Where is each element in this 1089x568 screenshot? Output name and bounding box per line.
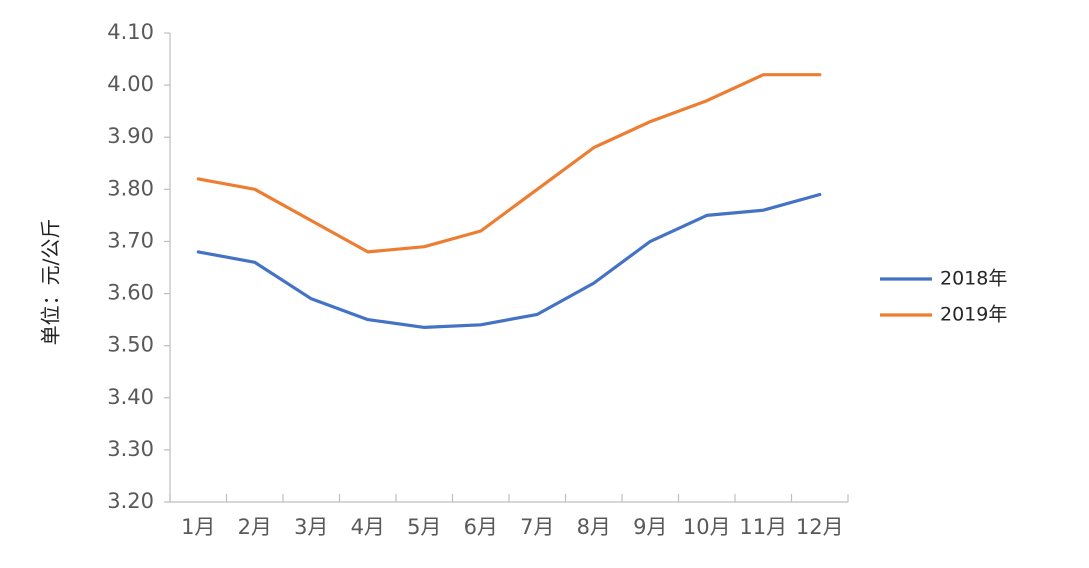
x-axis: 1月 2月 3月 4月 5月 6月 7月 8月 9月 10月 11月 12月: [169, 494, 849, 539]
x-tick-label: 12月: [796, 515, 844, 539]
y-tick-label: 3.60: [107, 281, 154, 305]
series-line-2018年: [196, 192, 822, 329]
legend-label: 2019年: [940, 304, 1007, 326]
x-tick-label: 11月: [739, 515, 787, 539]
y-tick-label: 3.90: [107, 124, 154, 148]
y-axis: 3.20 3.30 3.40 3.50 3.60 3.70 3.80 3.90 4.00 4.10: [107, 20, 171, 513]
y-tick-label: 3.70: [107, 228, 154, 252]
y-tick-label: 3.40: [107, 385, 154, 409]
x-tick-label: 9月: [633, 515, 667, 539]
x-tick-label: 1月: [181, 515, 215, 539]
x-tick-label: 2月: [238, 515, 272, 539]
y-tick-label: 4.10: [107, 20, 154, 44]
y-tick-label: 3.80: [107, 176, 154, 200]
x-tick-label: 3月: [294, 515, 328, 539]
y-tick-label: 3.30: [107, 437, 154, 461]
y-tick-label: 4.00: [107, 72, 154, 96]
x-tick-label: 8月: [577, 515, 611, 539]
x-tick-label: 7月: [520, 515, 554, 539]
y-tick-label: 3.50: [107, 333, 154, 357]
legend: 2018年 2019年: [880, 268, 1007, 326]
y-axis-title: 单位：元/公斤: [39, 219, 63, 346]
series-lines: [196, 73, 822, 329]
y-tick-label: 3.20: [107, 489, 154, 513]
x-tick-label: 10月: [683, 515, 731, 539]
x-tick-label: 5月: [407, 515, 441, 539]
series-line-2019年: [196, 73, 822, 254]
legend-label: 2018年: [940, 268, 1007, 290]
x-tick-label: 4月: [351, 515, 385, 539]
x-tick-label: 6月: [464, 515, 498, 539]
